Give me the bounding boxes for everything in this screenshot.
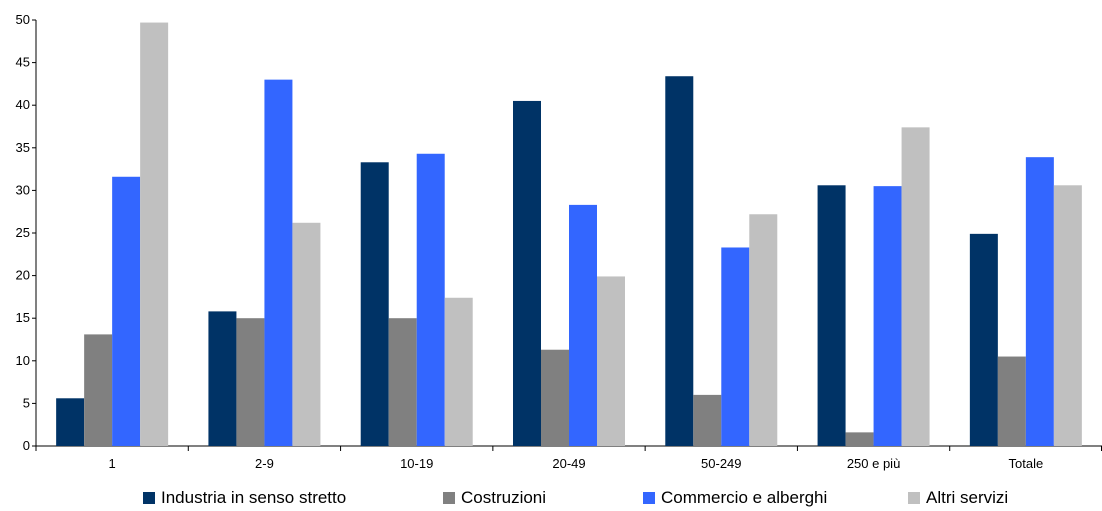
y-tick-label: 5 bbox=[23, 395, 30, 410]
bar bbox=[665, 76, 694, 447]
bar bbox=[845, 432, 874, 446]
x-tick-label: Totale bbox=[1009, 456, 1044, 471]
y-tick-label: 45 bbox=[16, 55, 30, 70]
bar bbox=[444, 297, 473, 446]
y-tick-label: 50 bbox=[16, 12, 30, 27]
bar bbox=[541, 349, 569, 446]
bar bbox=[112, 176, 141, 446]
legend-swatch bbox=[908, 492, 920, 504]
bar bbox=[721, 247, 750, 446]
y-tick-label: 35 bbox=[16, 140, 30, 155]
x-tick-label: 1 bbox=[109, 456, 116, 471]
y-tick-label: 15 bbox=[16, 310, 30, 325]
legend-swatch bbox=[143, 492, 155, 504]
bar bbox=[569, 204, 597, 446]
bar bbox=[873, 186, 902, 446]
y-axis: 0 5 10 15 20 25 30 35 40 45 50 bbox=[16, 12, 37, 453]
bar bbox=[997, 356, 1026, 446]
bar bbox=[817, 185, 846, 446]
x-tick-label: 50-249 bbox=[701, 456, 741, 471]
bar bbox=[292, 222, 321, 446]
legend-label: Altri servizi bbox=[926, 488, 1009, 507]
legend-label: Costruzioni bbox=[461, 488, 547, 507]
bar bbox=[264, 79, 293, 446]
legend-item: Costruzioni bbox=[443, 488, 546, 508]
bar bbox=[513, 100, 541, 446]
bar bbox=[140, 22, 169, 446]
legend-item: Industria in senso stretto bbox=[143, 488, 346, 508]
bar bbox=[1025, 157, 1054, 446]
legend-item: Altri servizi bbox=[908, 488, 1008, 508]
legend-label: Commercio e alberghi bbox=[661, 488, 828, 507]
bar bbox=[749, 214, 778, 446]
x-tick-label: 2-9 bbox=[255, 456, 274, 471]
bar bbox=[597, 276, 625, 446]
legend-label: Industria in senso stretto bbox=[161, 488, 347, 507]
y-tick-label: 10 bbox=[16, 353, 30, 368]
bar bbox=[56, 398, 85, 446]
bar bbox=[969, 233, 998, 446]
x-tick-label: 20-49 bbox=[552, 456, 585, 471]
x-tick-label: 10-19 bbox=[400, 456, 433, 471]
legend-swatch bbox=[643, 492, 655, 504]
bar bbox=[693, 394, 722, 446]
bar bbox=[208, 311, 237, 446]
y-tick-label: 30 bbox=[16, 182, 30, 197]
y-tick-label: 20 bbox=[16, 268, 30, 283]
y-tick-label: 0 bbox=[23, 438, 30, 453]
legend: Industria in senso stretto Costruzioni Com… bbox=[0, 488, 1102, 511]
bar bbox=[416, 153, 445, 446]
bar bbox=[1053, 185, 1082, 446]
x-tick-label: 250 e più bbox=[847, 456, 901, 471]
bar bbox=[901, 127, 930, 447]
legend-swatch bbox=[443, 492, 455, 504]
y-tick-label: 25 bbox=[16, 225, 30, 240]
bar bbox=[388, 318, 417, 446]
y-tick-label: 40 bbox=[16, 97, 30, 112]
x-axis: 1 2-9 10-19 20-49 50-249 250 e più Totale bbox=[35, 445, 1102, 471]
bar bbox=[360, 162, 389, 446]
bar bbox=[84, 334, 113, 446]
bars bbox=[56, 22, 1082, 447]
bar bbox=[236, 318, 265, 446]
legend-item: Commercio e alberghi bbox=[643, 488, 827, 508]
bar-chart: 0 5 10 15 20 25 30 35 40 45 50 1 2-9 10-19 20-49 50-24… bbox=[16, 12, 1102, 471]
